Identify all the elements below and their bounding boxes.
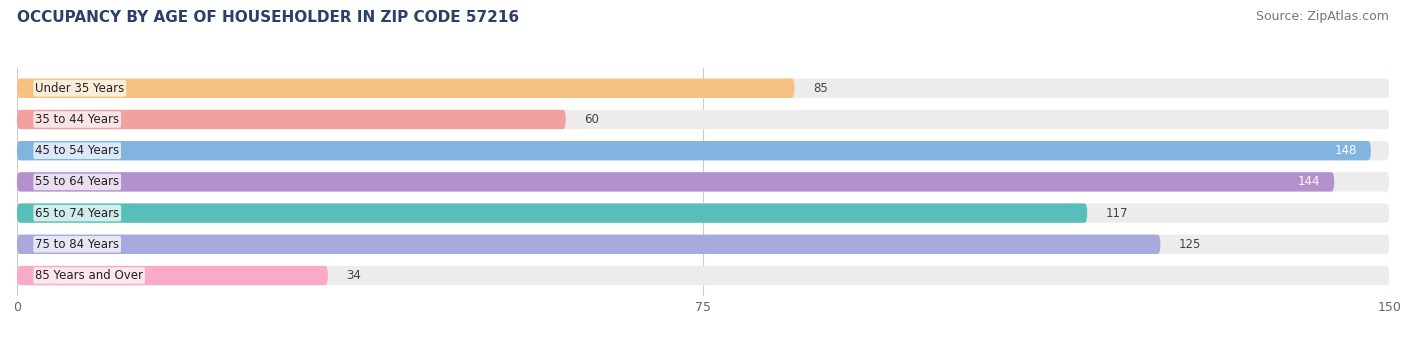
Text: 144: 144: [1298, 175, 1320, 188]
Text: Source: ZipAtlas.com: Source: ZipAtlas.com: [1256, 10, 1389, 23]
FancyBboxPatch shape: [17, 79, 1389, 98]
Text: 148: 148: [1334, 144, 1357, 157]
FancyBboxPatch shape: [17, 110, 565, 129]
FancyBboxPatch shape: [17, 266, 1389, 285]
Text: 117: 117: [1105, 207, 1128, 220]
FancyBboxPatch shape: [17, 235, 1389, 254]
Text: 34: 34: [346, 269, 361, 282]
Text: OCCUPANCY BY AGE OF HOUSEHOLDER IN ZIP CODE 57216: OCCUPANCY BY AGE OF HOUSEHOLDER IN ZIP C…: [17, 10, 519, 25]
FancyBboxPatch shape: [17, 172, 1334, 191]
FancyBboxPatch shape: [17, 110, 1389, 129]
Text: 75 to 84 Years: 75 to 84 Years: [35, 238, 120, 251]
FancyBboxPatch shape: [17, 235, 1160, 254]
Text: 35 to 44 Years: 35 to 44 Years: [35, 113, 120, 126]
Text: 85 Years and Over: 85 Years and Over: [35, 269, 143, 282]
Text: 125: 125: [1178, 238, 1201, 251]
Text: 45 to 54 Years: 45 to 54 Years: [35, 144, 120, 157]
FancyBboxPatch shape: [17, 172, 1389, 191]
FancyBboxPatch shape: [17, 203, 1389, 223]
FancyBboxPatch shape: [17, 203, 1087, 223]
FancyBboxPatch shape: [17, 141, 1389, 160]
FancyBboxPatch shape: [17, 266, 328, 285]
Text: Under 35 Years: Under 35 Years: [35, 82, 124, 95]
Text: 85: 85: [813, 82, 828, 95]
FancyBboxPatch shape: [17, 79, 794, 98]
Text: 60: 60: [583, 113, 599, 126]
FancyBboxPatch shape: [17, 141, 1371, 160]
Text: 65 to 74 Years: 65 to 74 Years: [35, 207, 120, 220]
Text: 55 to 64 Years: 55 to 64 Years: [35, 175, 120, 188]
